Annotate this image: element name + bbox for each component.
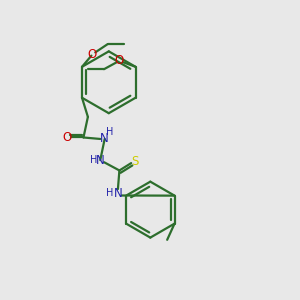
Text: N: N	[100, 133, 109, 146]
Text: O: O	[88, 48, 97, 61]
Text: N: N	[114, 187, 122, 200]
Text: H: H	[106, 188, 113, 198]
Text: O: O	[115, 54, 124, 68]
Text: H: H	[90, 155, 98, 165]
Text: N: N	[96, 154, 105, 167]
Text: O: O	[63, 131, 72, 144]
Text: H: H	[106, 128, 114, 137]
Text: S: S	[131, 154, 138, 167]
